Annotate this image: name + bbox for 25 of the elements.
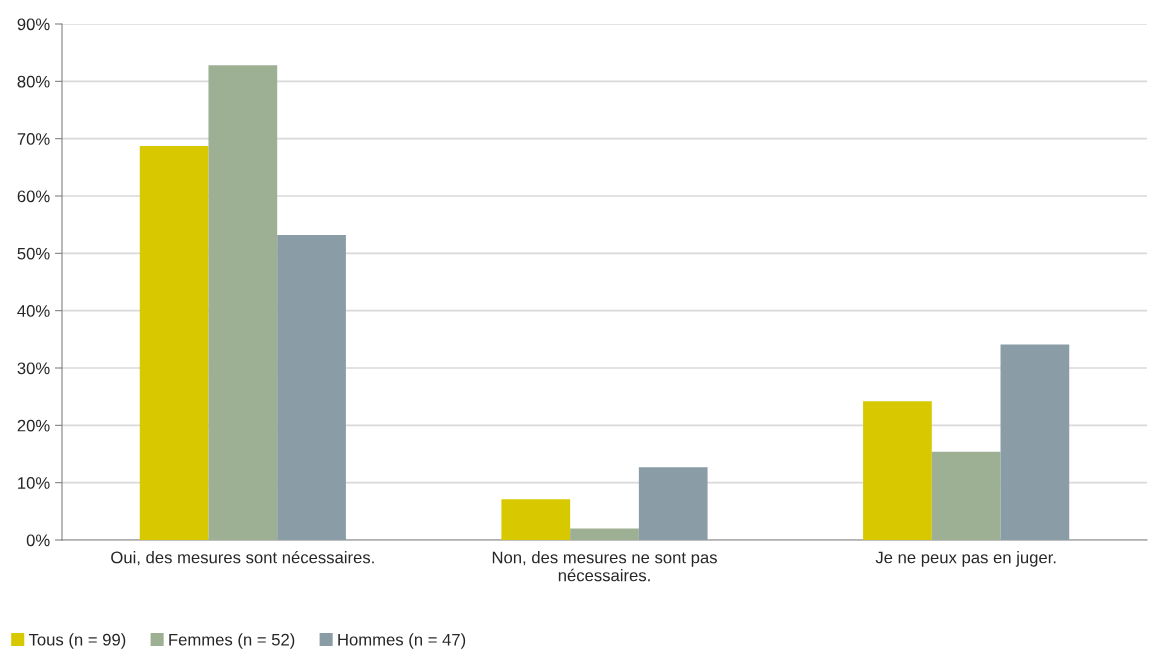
legend-label: Tous (n = 99): [28, 633, 126, 649]
bar: [277, 234, 346, 540]
x-tick-label: Oui, des mesures sont nécessaires.: [111, 550, 374, 566]
bar: [638, 467, 708, 540]
y-tick-label: 40%: [17, 305, 50, 317]
bar: [139, 146, 209, 540]
x-tick-label: Je ne peux pas en juger.: [875, 551, 1056, 567]
y-tick-label: 0%: [26, 534, 50, 547]
y-tick-label: 10%: [18, 477, 50, 489]
bar: [931, 451, 1001, 540]
bar: [1000, 344, 1070, 540]
y-tick-label: 60%: [17, 190, 50, 203]
bar: [501, 499, 571, 540]
bar: [208, 65, 278, 540]
bar: [570, 528, 639, 540]
bar: [863, 401, 932, 540]
y-tick-label: 50%: [17, 247, 50, 260]
legend-label: Femmes (n = 52): [169, 633, 295, 649]
x-tick-label: Non, des mesures ne sont pas nécessaires.: [492, 551, 717, 582]
y-tick-label: 30%: [17, 362, 50, 375]
legend-label: Hommes (n = 47): [338, 633, 466, 649]
y-tick-label: 90%: [17, 18, 50, 31]
y-tick-label: 80%: [17, 75, 50, 88]
y-tick-label: 70%: [17, 133, 50, 145]
y-tick-label: 20%: [17, 419, 50, 432]
